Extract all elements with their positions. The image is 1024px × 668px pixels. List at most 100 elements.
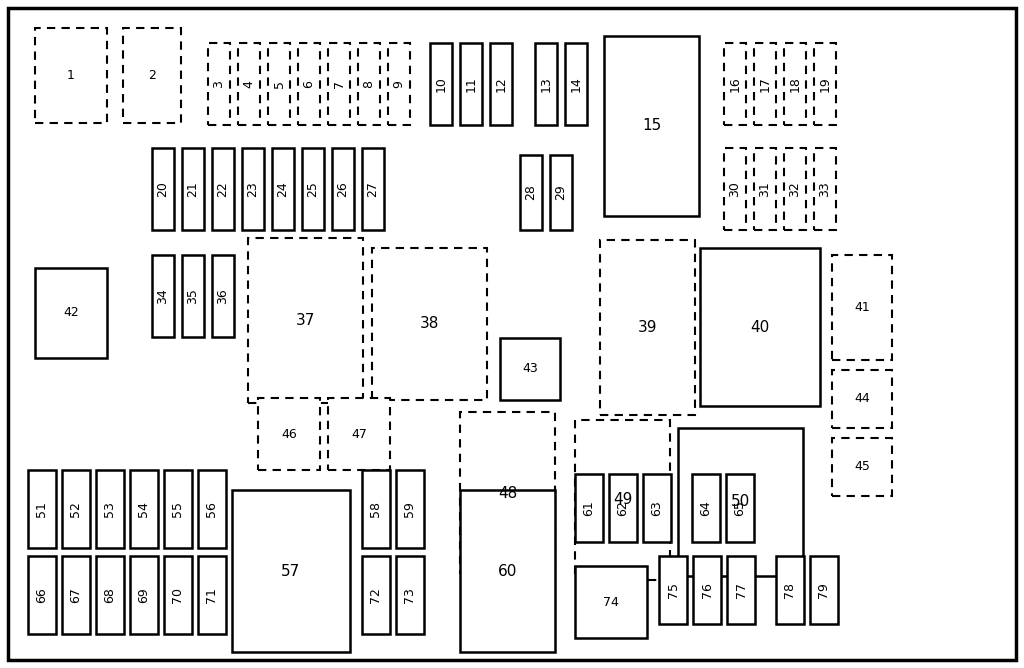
Text: 47: 47 [351, 428, 367, 440]
Bar [152, 148, 174, 230]
Text: 66: 66 [36, 587, 48, 603]
Text: 74: 74 [603, 595, 618, 609]
Bar [182, 148, 204, 230]
Text: 41: 41 [854, 301, 869, 314]
Bar [831, 438, 892, 496]
Bar [727, 556, 755, 624]
Text: 31: 31 [759, 181, 771, 197]
Bar [565, 43, 587, 125]
Bar [396, 556, 424, 634]
Bar [96, 556, 124, 634]
Bar [814, 148, 836, 230]
Bar [396, 470, 424, 548]
Text: 9: 9 [392, 80, 406, 88]
Text: 8: 8 [362, 80, 376, 88]
Text: 2: 2 [148, 69, 156, 82]
Text: 22: 22 [216, 181, 229, 197]
Text: 35: 35 [186, 288, 200, 304]
Text: 65: 65 [733, 500, 746, 516]
Bar [490, 43, 512, 125]
Bar [754, 148, 776, 230]
Text: 77: 77 [734, 582, 748, 598]
Text: 38: 38 [420, 317, 439, 331]
Bar [238, 43, 260, 125]
Bar [258, 398, 319, 470]
Text: 46: 46 [282, 428, 297, 440]
Text: 79: 79 [817, 582, 830, 598]
Bar [776, 556, 804, 624]
Text: 4: 4 [243, 80, 256, 88]
Bar [460, 43, 482, 125]
Bar [362, 556, 390, 634]
Bar [430, 43, 452, 125]
Bar [693, 556, 721, 624]
Text: 3: 3 [213, 80, 225, 88]
Text: 58: 58 [370, 501, 383, 517]
Bar [609, 474, 637, 542]
Bar [460, 490, 555, 652]
Text: 30: 30 [728, 181, 741, 197]
Text: 20: 20 [157, 181, 170, 197]
Text: 70: 70 [171, 587, 184, 603]
Bar [164, 470, 193, 548]
Bar [520, 155, 542, 230]
Text: 49: 49 [612, 492, 632, 508]
Bar [388, 43, 410, 125]
Text: 1: 1 [67, 69, 75, 82]
Text: 64: 64 [699, 500, 713, 516]
Text: 55: 55 [171, 501, 184, 517]
Bar [62, 470, 90, 548]
Text: 72: 72 [370, 587, 383, 603]
Text: 12: 12 [495, 76, 508, 92]
Bar [810, 556, 838, 624]
Text: 60: 60 [498, 564, 517, 578]
Bar [130, 556, 158, 634]
Bar [242, 148, 264, 230]
Bar [298, 43, 319, 125]
Text: 23: 23 [247, 181, 259, 197]
Text: 13: 13 [540, 76, 553, 92]
Bar [372, 248, 487, 400]
Bar [182, 255, 204, 337]
Text: 67: 67 [70, 587, 83, 603]
Bar [272, 148, 294, 230]
Text: 63: 63 [650, 500, 664, 516]
Bar [35, 28, 106, 123]
Text: 50: 50 [731, 494, 751, 510]
Text: 53: 53 [103, 501, 117, 517]
Bar [96, 470, 124, 548]
Bar [358, 43, 380, 125]
Bar [784, 148, 806, 230]
Text: 34: 34 [157, 288, 170, 304]
Bar [232, 490, 350, 652]
Text: 56: 56 [206, 501, 218, 517]
Bar [604, 36, 699, 216]
Text: 69: 69 [137, 587, 151, 603]
Text: 40: 40 [751, 319, 770, 335]
Text: 21: 21 [186, 181, 200, 197]
Bar [302, 148, 324, 230]
Bar [212, 255, 234, 337]
Bar [659, 556, 687, 624]
Text: 68: 68 [103, 587, 117, 603]
Bar [362, 148, 384, 230]
Text: 26: 26 [337, 181, 349, 197]
Bar [328, 398, 390, 470]
Text: 54: 54 [137, 501, 151, 517]
Bar [600, 240, 695, 415]
Text: 19: 19 [818, 76, 831, 92]
Bar [724, 148, 746, 230]
Text: 15: 15 [642, 118, 662, 134]
Bar [692, 474, 720, 542]
Text: 62: 62 [616, 500, 630, 516]
Bar [575, 566, 647, 638]
Bar [28, 556, 56, 634]
Bar [700, 248, 820, 406]
Text: 29: 29 [555, 184, 567, 200]
Bar [500, 338, 560, 400]
Text: 39: 39 [638, 320, 657, 335]
Text: 18: 18 [788, 76, 802, 92]
Bar [248, 238, 362, 403]
Text: 6: 6 [302, 80, 315, 88]
Text: 51: 51 [36, 501, 48, 517]
